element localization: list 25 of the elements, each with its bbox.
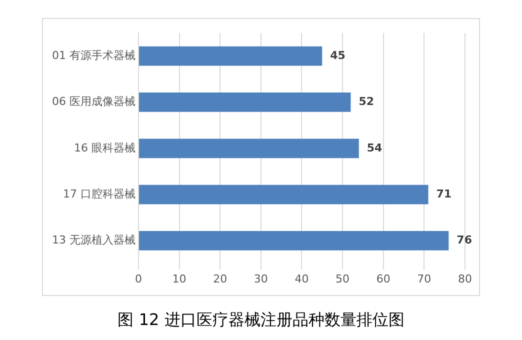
y-tick-label: 17 口腔科器械 [62,187,136,200]
bar [138,46,322,66]
y-tick-label: 01 有源手术器械 [52,48,136,62]
x-tick-label: 70 [417,272,432,286]
data-label: 52 [358,95,374,108]
x-tick-label: 20 [213,272,228,286]
x-tick-label: 50 [336,272,350,286]
y-tick-label: 13 无源植入器械 [52,234,136,247]
x-tick-label: 40 [294,272,309,286]
text: 图 12 进口医疗器械注册品种数量排位图 [116,310,406,331]
x-tick-label: 30 [254,272,268,286]
y-tick-label: 16 眼科器械 [74,141,136,154]
x-tick-label: 60 [376,272,390,286]
bar [138,92,351,112]
bar [138,231,449,250]
data-label: 76 [456,234,472,247]
data-label: 45 [330,48,346,62]
x-tick-label: 80 [458,272,472,286]
data-label: 71 [436,187,452,200]
bar [138,184,428,204]
x-tick-label: 10 [172,272,186,286]
bar [138,138,359,158]
x-tick-label: 0 [134,272,142,286]
y-tick-label: 06 医用成像器械 [52,95,136,108]
data-label: 54 [366,141,383,154]
